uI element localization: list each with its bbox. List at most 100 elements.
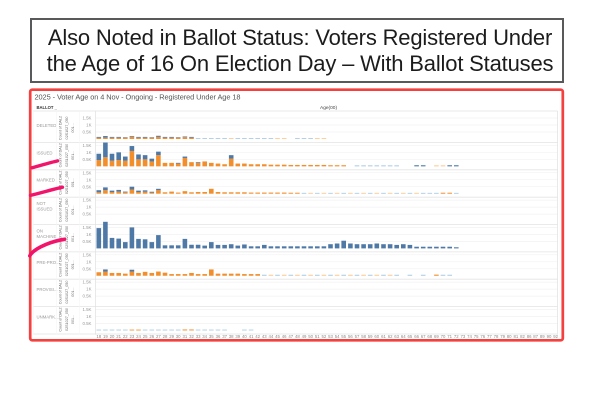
svg-text:0.5K: 0.5K <box>82 321 91 326</box>
svg-text:72: 72 <box>454 334 459 339</box>
svg-text:54: 54 <box>335 334 340 339</box>
svg-text:MACHINE: MACHINE <box>37 234 57 239</box>
svg-text:27: 27 <box>156 334 161 339</box>
svg-text:18: 18 <box>96 334 101 339</box>
svg-text:63: 63 <box>394 334 399 339</box>
svg-text:1K: 1K <box>86 314 91 319</box>
svg-text:0.5K: 0.5K <box>82 212 91 217</box>
svg-text:0.5K: 0.5K <box>82 266 91 271</box>
svg-text:59: 59 <box>368 334 373 339</box>
svg-text:20: 20 <box>110 334 115 339</box>
svg-text:32: 32 <box>189 334 194 339</box>
svg-text:70: 70 <box>441 334 446 339</box>
svg-text:67: 67 <box>421 334 426 339</box>
svg-text:40: 40 <box>242 334 247 339</box>
svg-text:60: 60 <box>374 334 379 339</box>
svg-text:02S1027_050: 02S1027_050 <box>65 308 69 331</box>
svg-text:30: 30 <box>176 334 181 339</box>
svg-text:29: 29 <box>169 334 174 339</box>
svg-text:001...: 001... <box>71 205 75 214</box>
svg-text:48: 48 <box>295 334 300 339</box>
svg-text:87: 87 <box>533 334 538 339</box>
svg-text:76: 76 <box>480 334 485 339</box>
svg-text:81: 81 <box>514 334 519 339</box>
svg-text:23: 23 <box>130 334 135 339</box>
svg-text:02S1027_050: 02S1027_050 <box>65 199 69 222</box>
svg-text:NOT: NOT <box>37 201 46 206</box>
svg-text:19: 19 <box>103 334 108 339</box>
svg-text:53: 53 <box>328 334 333 339</box>
svg-text:Count of DAL2: Count of DAL2 <box>59 307 63 331</box>
svg-text:44: 44 <box>269 334 274 339</box>
svg-text:38: 38 <box>229 334 234 339</box>
svg-text:UNMARK...: UNMARK... <box>37 315 59 320</box>
svg-text:65: 65 <box>408 334 413 339</box>
svg-text:62: 62 <box>388 334 393 339</box>
svg-text:02S1027_050: 02S1027_050 <box>65 144 69 167</box>
svg-text:ISSUED: ISSUED <box>37 150 53 155</box>
svg-text:82: 82 <box>520 334 525 339</box>
svg-text:80: 80 <box>507 334 512 339</box>
svg-text:Count of DAL2: Count of DAL2 <box>59 143 63 167</box>
svg-text:47: 47 <box>288 334 293 339</box>
svg-text:001...: 001... <box>71 287 75 296</box>
svg-text:Count of DAL2: Count of DAL2 <box>59 253 63 277</box>
svg-text:Count of DAL2: Count of DAL2 <box>59 198 63 222</box>
svg-text:37: 37 <box>222 334 227 339</box>
svg-text:89: 89 <box>540 334 545 339</box>
svg-text:1K: 1K <box>86 232 91 237</box>
svg-text:68: 68 <box>427 334 432 339</box>
svg-text:Count of DAL2: Count of DAL2 <box>59 225 63 249</box>
svg-text:001...: 001... <box>71 315 75 324</box>
svg-text:001...: 001... <box>71 233 75 242</box>
svg-text:DELETED: DELETED <box>37 123 57 128</box>
svg-text:1.5K: 1.5K <box>82 116 91 121</box>
svg-text:1.5K: 1.5K <box>82 170 91 175</box>
svg-text:001...: 001... <box>71 178 75 187</box>
svg-text:25: 25 <box>143 334 148 339</box>
svg-text:35: 35 <box>209 334 214 339</box>
svg-text:1K: 1K <box>86 287 91 292</box>
svg-text:02S1027_050: 02S1027_050 <box>65 226 69 249</box>
svg-text:39: 39 <box>235 334 240 339</box>
svg-text:1K: 1K <box>86 259 91 264</box>
svg-text:50: 50 <box>308 334 313 339</box>
svg-text:001...: 001... <box>71 151 75 160</box>
svg-text:0.5K: 0.5K <box>82 157 91 162</box>
svg-text:PRE-PRO...: PRE-PRO... <box>37 260 60 265</box>
svg-text:BALLOT _: BALLOT _ <box>37 105 58 110</box>
svg-text:ON: ON <box>37 228 43 233</box>
svg-text:90: 90 <box>547 334 552 339</box>
svg-text:61: 61 <box>381 334 386 339</box>
svg-text:49: 49 <box>302 334 307 339</box>
svg-text:92: 92 <box>553 334 558 339</box>
svg-text:78: 78 <box>494 334 499 339</box>
svg-text:58: 58 <box>361 334 366 339</box>
svg-text:02S1027_050: 02S1027_050 <box>65 253 69 276</box>
svg-text:51: 51 <box>315 334 320 339</box>
svg-text:MARKED: MARKED <box>37 178 55 183</box>
svg-text:69: 69 <box>434 334 439 339</box>
svg-text:1K: 1K <box>86 123 91 128</box>
svg-text:31: 31 <box>183 334 188 339</box>
svg-text:001...: 001... <box>71 260 75 269</box>
svg-text:1.5K: 1.5K <box>82 198 91 203</box>
svg-text:45: 45 <box>275 334 280 339</box>
svg-text:42: 42 <box>255 334 260 339</box>
svg-text:0.5K: 0.5K <box>82 294 91 299</box>
svg-text:64: 64 <box>401 334 406 339</box>
svg-text:1K: 1K <box>86 150 91 155</box>
svg-text:1.5K: 1.5K <box>82 252 91 257</box>
svg-text:33: 33 <box>196 334 201 339</box>
svg-text:86: 86 <box>527 334 532 339</box>
svg-text:77: 77 <box>487 334 492 339</box>
svg-text:22: 22 <box>123 334 128 339</box>
svg-text:1K: 1K <box>86 177 91 182</box>
svg-text:24: 24 <box>136 334 141 339</box>
svg-text:71: 71 <box>447 334 452 339</box>
svg-text:0.5K: 0.5K <box>82 130 91 135</box>
svg-text:74: 74 <box>467 334 472 339</box>
svg-text:75: 75 <box>474 334 479 339</box>
svg-text:1.5K: 1.5K <box>82 225 91 230</box>
svg-text:52: 52 <box>322 334 327 339</box>
